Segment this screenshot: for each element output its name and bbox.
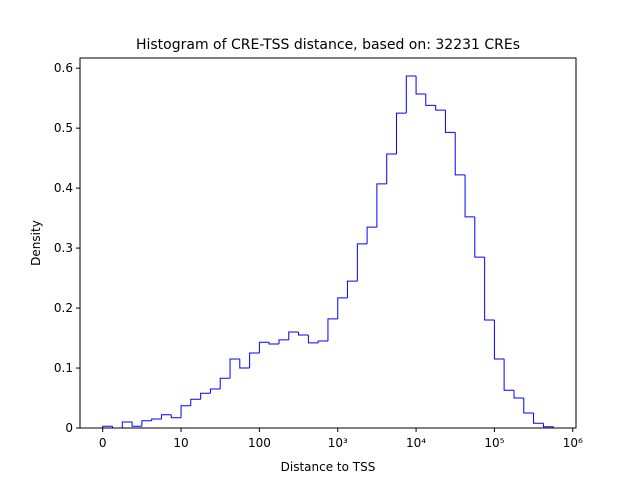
x-tick-label: 10⁶ <box>563 436 583 450</box>
bar <box>170 414 182 419</box>
y-tick-label: 0.6 <box>54 61 73 75</box>
bar <box>190 398 201 406</box>
bar <box>200 392 211 400</box>
bar <box>180 405 191 418</box>
bar <box>102 425 113 428</box>
bar <box>288 331 299 340</box>
bar <box>121 421 133 428</box>
y-tick-label: 0 <box>65 421 73 435</box>
bar <box>249 352 260 369</box>
bar <box>454 132 466 176</box>
y-axis-label: Density <box>29 220 43 266</box>
bar <box>346 280 358 298</box>
bar <box>425 93 436 106</box>
bar <box>435 105 446 111</box>
bar <box>209 388 221 394</box>
bar <box>523 398 534 414</box>
bar <box>219 377 231 390</box>
bar <box>395 112 407 154</box>
bar <box>386 153 397 184</box>
y-tick-label: 0.5 <box>54 121 73 135</box>
x-tick-label: 10³ <box>328 436 348 450</box>
plot-frame <box>79 57 577 429</box>
bar <box>493 320 505 360</box>
bar <box>229 358 240 379</box>
bar <box>366 226 377 244</box>
bar <box>298 332 309 336</box>
bar <box>307 335 319 344</box>
bar <box>474 216 485 258</box>
bar <box>444 110 456 133</box>
bar <box>356 243 368 282</box>
bar <box>278 339 289 345</box>
bar <box>503 359 515 391</box>
bar <box>513 390 524 399</box>
bar <box>415 75 426 95</box>
bar <box>376 183 387 228</box>
y-tick-label: 0.3 <box>54 241 73 255</box>
y-tick-label: 0.1 <box>54 361 73 375</box>
bar <box>327 318 338 342</box>
bar <box>542 423 554 428</box>
x-tick-label: 0 <box>99 436 107 450</box>
x-tick-label: 10⁴ <box>406 436 426 450</box>
bar <box>160 414 172 420</box>
bar <box>239 359 250 369</box>
bar <box>131 422 142 427</box>
bar <box>141 420 152 427</box>
x-tick-label: 10⁵ <box>484 436 504 450</box>
x-tick-label: 10 <box>173 436 188 450</box>
y-tick-label: 0.2 <box>54 301 73 315</box>
chart-title: Histogram of CRE-TSS distance, based on:… <box>136 37 520 53</box>
bar <box>464 174 475 218</box>
bar <box>151 418 162 421</box>
x-tick-label: 100 <box>248 436 271 450</box>
bar <box>484 257 495 321</box>
bar <box>268 342 280 345</box>
bar <box>533 413 544 424</box>
bar <box>317 340 328 343</box>
bar <box>405 75 417 114</box>
y-tick-label: 0.4 <box>54 181 73 195</box>
bar <box>337 297 348 319</box>
x-axis-label: Distance to TSS <box>281 460 376 474</box>
bar <box>258 341 270 354</box>
